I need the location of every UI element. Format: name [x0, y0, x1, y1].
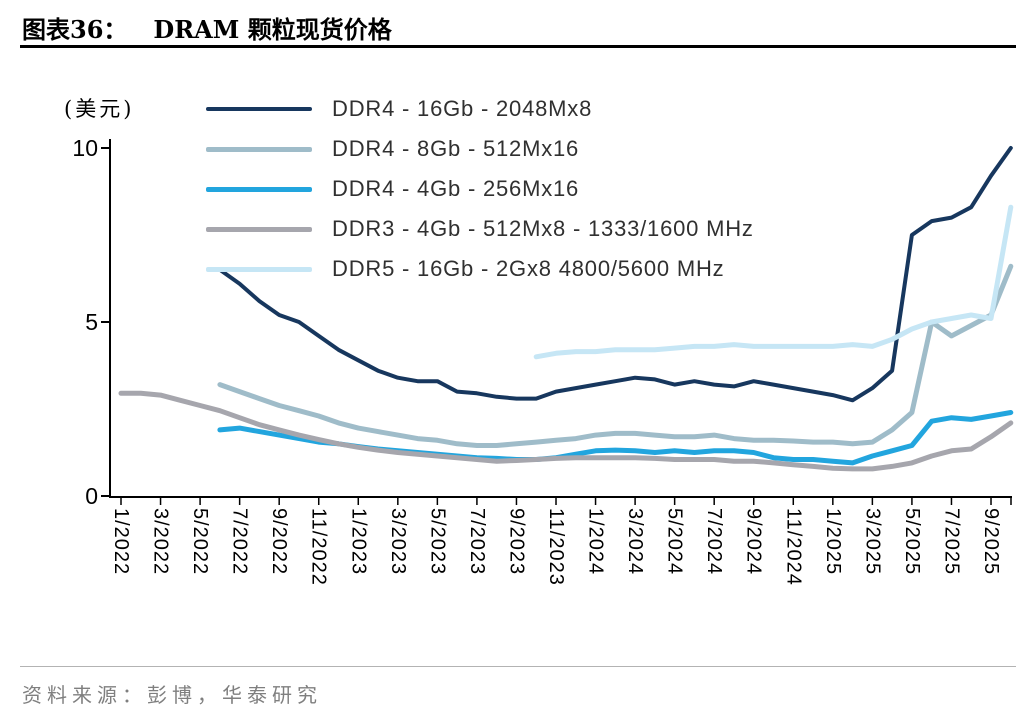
source-note: 资料来源：彭博，华泰研究	[22, 683, 322, 707]
legend-item-3: DDR3 - 4Gb - 512Mx8 - 1333/1600 MHz	[206, 209, 754, 249]
legend-label: DDR3 - 4Gb - 512Mx8 - 1333/1600 MHz	[332, 216, 754, 241]
x-tick-label: 9/2025	[980, 508, 1002, 576]
legend-line-swatch	[206, 186, 312, 192]
figure-title: DRAM 颗粒现货价格	[153, 15, 392, 44]
x-tick-label: 5/2022	[189, 508, 212, 576]
x-tick-label: 3/2022	[149, 508, 172, 576]
legend-line-swatch	[206, 107, 312, 111]
x-tick-label: 11/2024	[782, 508, 805, 586]
x-tick-label: 1/2022	[110, 508, 132, 576]
x-tick-label: 11/2022	[307, 508, 330, 586]
legend-item-1: DDR4 - 8Gb - 512Mx16	[206, 129, 754, 169]
chart-legend: DDR4 - 16Gb - 2048Mx8 DDR4 - 8Gb - 512Mx1…	[206, 89, 754, 289]
series-line-4	[533, 204, 1014, 360]
legend-item-0: DDR4 - 16Gb - 2048Mx8	[206, 89, 754, 129]
x-tick-label: 7/2022	[228, 508, 251, 576]
legend-label: DDR4 - 8Gb - 512Mx16	[332, 136, 580, 161]
series-line-3	[118, 390, 1014, 472]
x-tick-label: 3/2023	[386, 508, 409, 576]
legend-line-swatch	[206, 266, 312, 272]
figure-label: 图表36：	[22, 15, 128, 44]
x-tick-label: 7/2023	[465, 508, 488, 576]
x-tick-label: 1/2024	[584, 508, 607, 576]
series-line-1	[217, 263, 1014, 448]
x-tick-label: 9/2022	[268, 508, 291, 576]
x-tick-label: 3/2025	[861, 508, 884, 576]
legend-label: DDR4 - 4Gb - 256Mx16	[332, 176, 580, 201]
footer-divider	[20, 666, 1016, 667]
legend-label: DDR4 - 16Gb - 2048Mx8	[332, 96, 593, 121]
x-tick-label: 5/2025	[900, 508, 923, 576]
legend-line-swatch	[206, 226, 312, 232]
x-tick-label: 11/2023	[545, 508, 567, 586]
figure-title-row: 图表36： DRAM 颗粒现货价格	[22, 10, 392, 45]
title-underline	[20, 45, 1016, 48]
x-tick-label: 1/2023	[347, 508, 370, 576]
legend-item-2: DDR4 - 4Gb - 256Mx16	[206, 169, 754, 209]
y-tick-label: 10	[72, 135, 98, 161]
x-tick-label: 5/2023	[426, 508, 449, 576]
x-tick-label: 1/2025	[821, 508, 844, 576]
x-tick-label: 7/2025	[940, 508, 963, 576]
y-tick-label: 0	[85, 483, 98, 509]
legend-label: DDR5 - 16Gb - 2Gx8 4800/5600 MHz	[332, 256, 725, 281]
x-tick-label: 3/2024	[624, 508, 647, 576]
legend-line-swatch	[206, 146, 312, 152]
x-tick-label: 9/2023	[505, 508, 528, 576]
x-tick-label: 7/2024	[703, 508, 726, 576]
x-tick-label: 9/2024	[742, 508, 765, 576]
y-axis-unit-label: (美元)	[64, 97, 135, 121]
x-tick-label: 5/2024	[663, 508, 686, 576]
series-line-0	[217, 146, 1013, 403]
y-tick-label: 5	[85, 309, 98, 335]
legend-item-4: DDR5 - 16Gb - 2Gx8 4800/5600 MHz	[206, 249, 754, 289]
